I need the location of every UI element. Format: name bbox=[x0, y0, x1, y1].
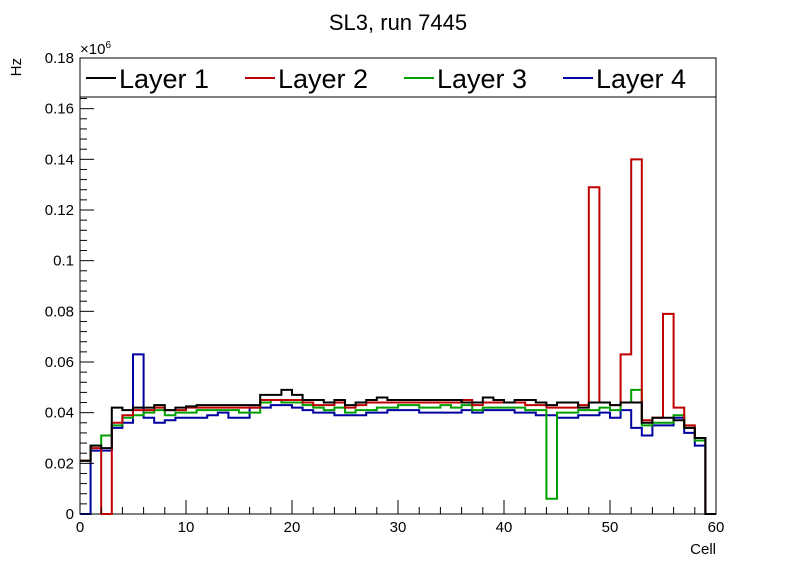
legend-label-layer-3: Layer 3 bbox=[437, 64, 527, 94]
y-tick-label: 0.14 bbox=[45, 151, 74, 168]
y-multiplier-exponent: 6 bbox=[105, 40, 111, 51]
x-tick-label: 40 bbox=[496, 519, 513, 536]
y-tick-label: 0.06 bbox=[45, 354, 74, 371]
x-tick-label: 0 bbox=[76, 519, 84, 536]
y-tick-label: 0.18 bbox=[45, 50, 74, 67]
legend-label-layer-4: Layer 4 bbox=[596, 64, 686, 94]
y-multiplier-base: ×10 bbox=[80, 41, 105, 58]
chart-title: SL3, run 7445 bbox=[329, 10, 467, 35]
y-tick-label: 0.16 bbox=[45, 101, 74, 118]
series-line-layer-1 bbox=[80, 388, 716, 515]
y-tick-label: 0.08 bbox=[45, 303, 74, 320]
x-tick-label: 30 bbox=[390, 519, 407, 536]
legend: Layer 1 Layer 2 Layer 3 Layer 4 bbox=[79, 57, 717, 98]
tick-group: 0 10 20 30 40 50 60 0 0.02 0.04 0.06 0.08 0.1 0.12 0.1… bbox=[45, 50, 725, 536]
x-tick-label: 50 bbox=[602, 519, 619, 536]
series-group bbox=[80, 158, 716, 515]
series-line-layer-3 bbox=[80, 388, 716, 515]
legend-box bbox=[79, 57, 717, 98]
x-tick-label: 60 bbox=[708, 519, 725, 536]
y-axis-title: Hz bbox=[8, 58, 25, 76]
y-multiplier-label: ×106 bbox=[80, 40, 111, 58]
legend-label-layer-1: Layer 1 bbox=[119, 64, 209, 94]
legend-label-layer-2: Layer 2 bbox=[278, 64, 368, 94]
legend-entries: Layer 1 Layer 2 Layer 3 Layer 4 bbox=[86, 64, 686, 94]
series-line-layer-4 bbox=[80, 353, 716, 515]
y-tick-label: 0.12 bbox=[45, 202, 74, 219]
x-tick-label: 10 bbox=[178, 519, 195, 536]
y-tick-label: 0.04 bbox=[45, 405, 74, 422]
y-tick-label: 0.1 bbox=[53, 253, 74, 270]
x-axis-title: Cell bbox=[690, 541, 716, 558]
y-tick-label: 0 bbox=[66, 506, 74, 523]
x-tick-label: 20 bbox=[284, 519, 301, 536]
y-tick-label: 0.02 bbox=[45, 455, 74, 472]
